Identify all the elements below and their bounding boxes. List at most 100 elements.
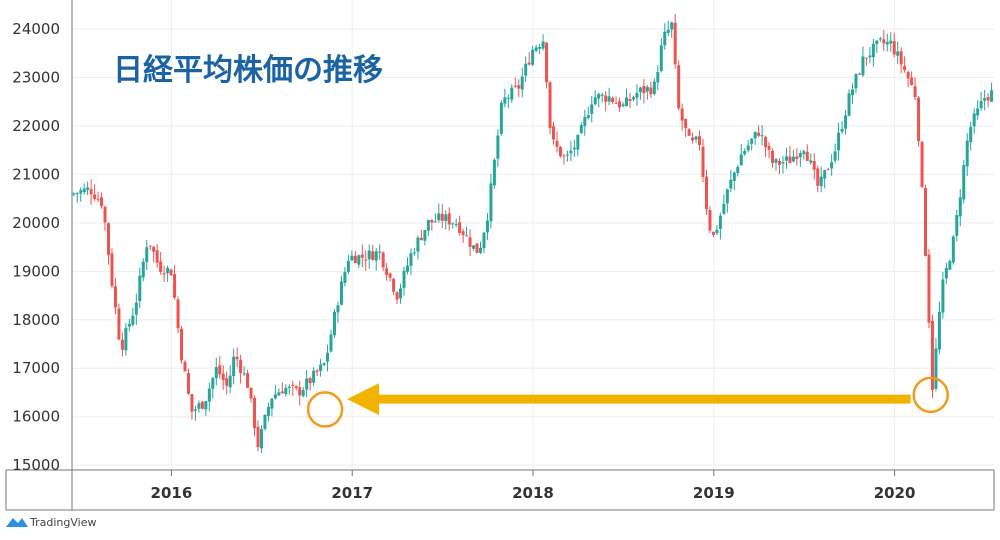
candle-body <box>270 398 274 409</box>
candle-body <box>145 247 149 263</box>
arrow-head <box>347 383 380 416</box>
y-tick-label: 18000 <box>12 311 60 329</box>
candle-body <box>465 235 469 237</box>
candle-body <box>576 135 580 150</box>
candle-body <box>878 38 882 40</box>
candle-body <box>649 87 653 95</box>
candle-body <box>263 414 267 429</box>
candle-body <box>638 87 642 93</box>
candle-body <box>569 150 573 154</box>
candle-body <box>339 281 343 305</box>
candle-body <box>680 108 684 121</box>
candle-body <box>875 40 879 44</box>
candle-body <box>332 311 336 336</box>
candle-body <box>294 386 298 389</box>
candle-body <box>691 137 695 141</box>
candle-body <box>545 42 549 83</box>
candle-body <box>795 156 799 159</box>
candle-body <box>784 156 788 161</box>
candle-body <box>392 278 396 292</box>
y-tick-label: 15000 <box>12 456 60 474</box>
candle-body <box>444 214 448 221</box>
candle-body <box>788 156 792 164</box>
candle-body <box>725 189 729 204</box>
candle-body <box>381 252 385 268</box>
candle-body <box>232 356 236 377</box>
candle-body <box>506 97 510 99</box>
candle-body <box>614 102 618 104</box>
candle-body <box>472 245 476 249</box>
candle-body <box>722 203 726 214</box>
candle-body <box>447 213 451 225</box>
candle-body <box>235 356 239 360</box>
candle-body <box>871 43 875 58</box>
candle-body <box>315 370 319 372</box>
candle-body <box>972 113 976 127</box>
candle-body <box>273 394 277 399</box>
candle-body <box>851 89 855 96</box>
candle-body <box>565 154 569 156</box>
candle-body <box>350 255 354 261</box>
candle-body <box>120 339 124 350</box>
candle-body <box>225 378 229 386</box>
candle-body <box>944 268 948 279</box>
highlight-circle <box>306 391 344 428</box>
candle-body <box>979 101 983 109</box>
annotation <box>306 376 949 428</box>
candle-body <box>621 104 625 107</box>
candle-body <box>538 46 542 49</box>
candle-body <box>948 261 952 270</box>
candle-body <box>611 97 615 102</box>
y-tick-label: 21000 <box>12 165 60 183</box>
candle-body <box>79 190 83 194</box>
candle-body <box>454 224 458 226</box>
candle-body <box>510 87 514 100</box>
y-tick-label: 17000 <box>12 359 60 377</box>
candle-body <box>558 146 562 157</box>
candle-body <box>854 74 858 89</box>
candle-body <box>72 193 76 195</box>
candle-body <box>186 373 190 394</box>
candle-body <box>82 188 86 192</box>
axes <box>5 0 995 511</box>
candle-body <box>548 82 552 129</box>
candle-body <box>193 409 197 411</box>
candle-body <box>917 97 921 142</box>
candle-body <box>152 246 156 252</box>
y-tick-label: 22000 <box>12 117 60 135</box>
brand-label: TradingView <box>29 516 96 529</box>
candle-body <box>343 272 347 283</box>
candle-body <box>600 94 604 96</box>
candles <box>72 14 994 453</box>
candle-body <box>479 247 483 253</box>
candle-body <box>965 140 969 167</box>
candle-body <box>819 176 823 187</box>
candle-body <box>117 308 121 340</box>
candle-body <box>541 41 545 49</box>
candle-body <box>419 237 423 240</box>
candle-body <box>89 189 93 195</box>
candle-body <box>986 97 990 101</box>
candle-body <box>346 260 350 273</box>
candle-body <box>166 267 170 274</box>
candle-body <box>256 426 260 448</box>
candle-body <box>277 392 281 396</box>
candle-body <box>173 274 177 298</box>
candle-body <box>103 206 107 223</box>
candle-body <box>618 101 622 108</box>
candle-body <box>326 352 330 362</box>
candle-body <box>159 261 163 272</box>
candle-body <box>110 253 114 286</box>
candle-body <box>308 378 312 384</box>
candle-body <box>920 141 924 187</box>
candle-body <box>983 98 987 101</box>
candle-body <box>663 31 667 46</box>
candle-body <box>830 162 834 169</box>
candle-body <box>416 237 420 252</box>
candle-body <box>677 65 681 109</box>
candle-body <box>555 140 559 147</box>
candle-body <box>197 403 201 409</box>
candle-body <box>798 153 802 158</box>
candle-body <box>378 251 382 253</box>
candle-body <box>433 221 437 223</box>
